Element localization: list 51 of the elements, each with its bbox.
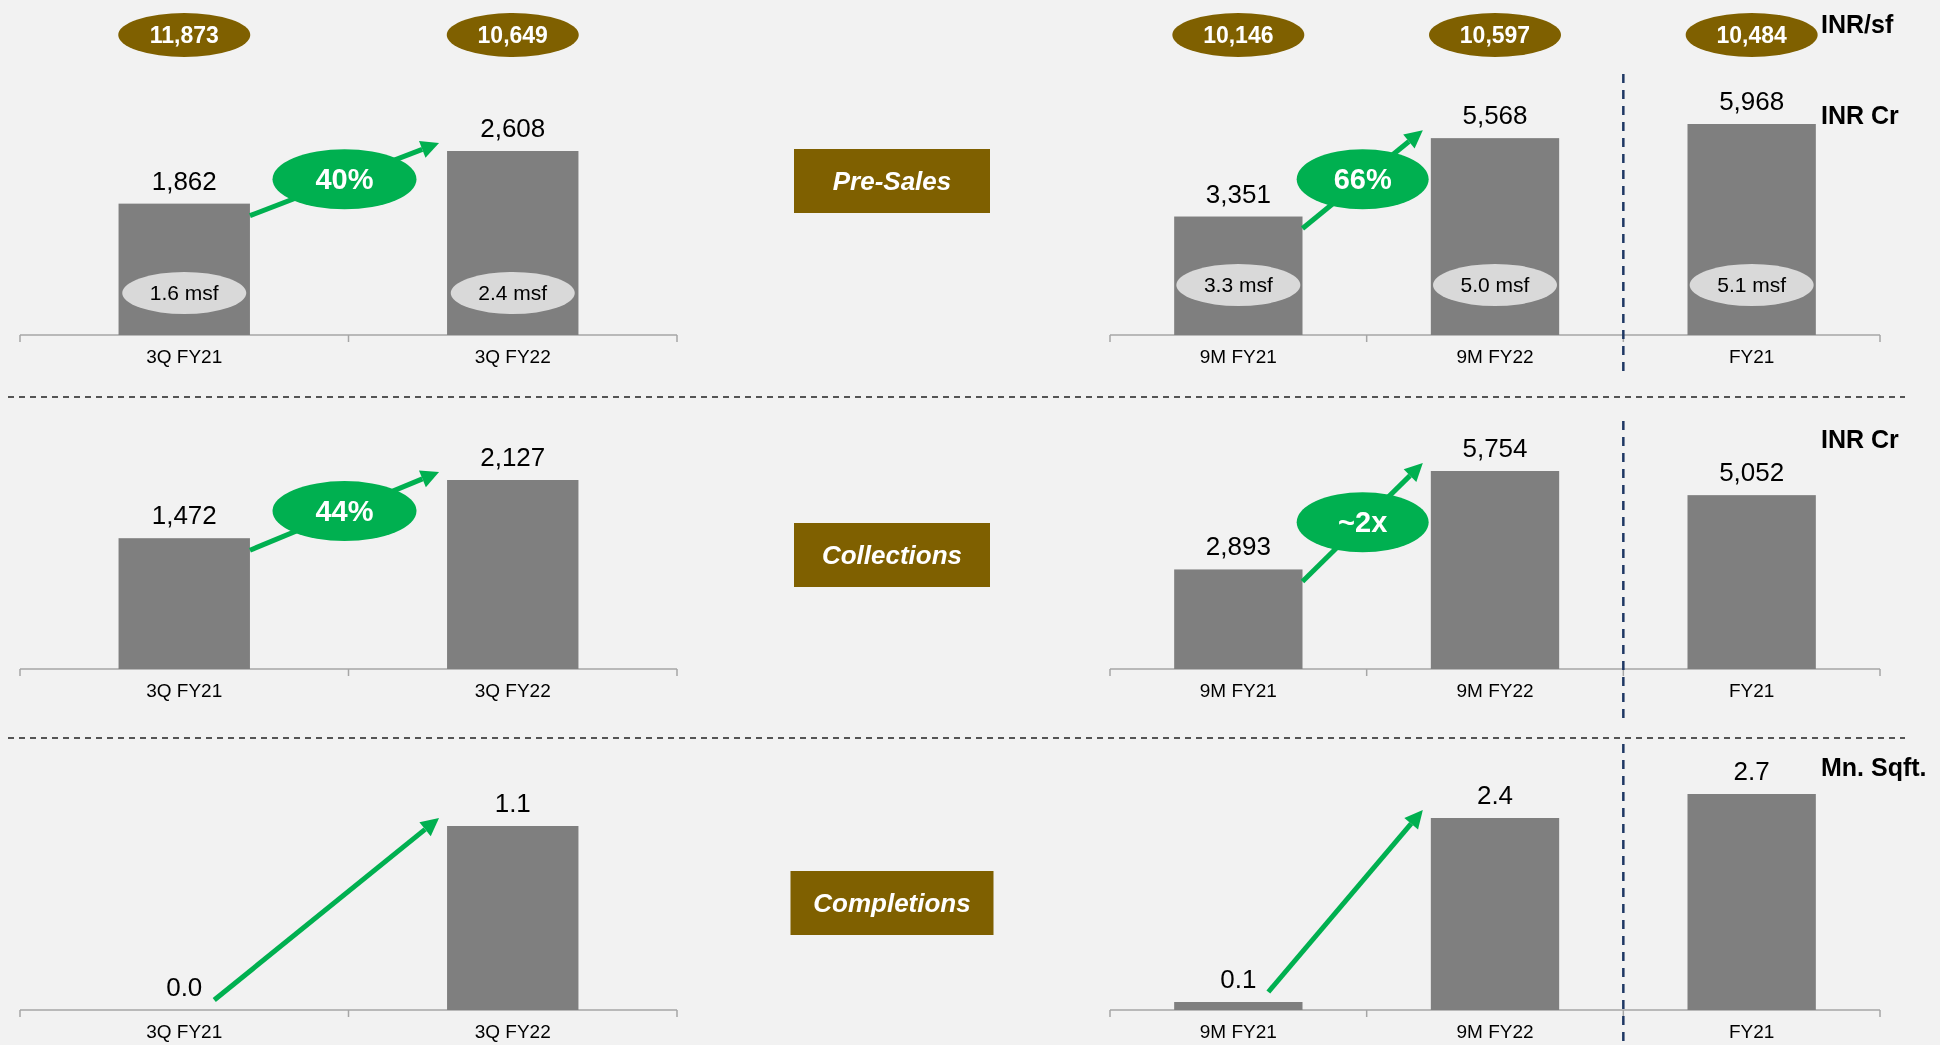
x-tick-label: 9M FY21 <box>1199 346 1277 367</box>
data-label: 5,968 <box>1719 86 1785 116</box>
text: Collections <box>821 540 963 570</box>
x-tick-label: 3Q FY22 <box>474 346 551 367</box>
annotation: ~2x <box>1338 506 1388 539</box>
x-tick-label: FY21 <box>1728 1021 1775 1042</box>
x-tick-label: 9M FY21 <box>1199 1021 1277 1042</box>
annotation: 5.0 msf <box>1460 273 1530 296</box>
annotation: 3.3 msf <box>1203 273 1273 296</box>
data-label: 0.1 <box>1220 964 1257 994</box>
text: 10,597 <box>1459 22 1531 48</box>
annotation: 40% <box>315 163 374 196</box>
y-axis-title: INR Cr <box>1821 425 1900 453</box>
data-label: 0.0 <box>166 972 203 1002</box>
data-label: 2,893 <box>1205 531 1271 562</box>
x-tick-label: FY21 <box>1728 346 1775 367</box>
text: 10,146 <box>1203 22 1274 48</box>
y2-axis-title: INR/sf <box>1821 10 1894 38</box>
x-tick-label: 9M FY21 <box>1199 680 1277 701</box>
data-label: 3,351 <box>1205 178 1271 209</box>
data-label: 2.4 <box>1476 780 1514 810</box>
annotation: 1.6 msf <box>149 281 219 304</box>
data-label: 5,568 <box>1462 100 1528 131</box>
x-tick-label: 9M FY22 <box>1456 346 1534 367</box>
annotation: 44% <box>315 495 374 528</box>
data-label: 2,608 <box>480 113 546 143</box>
x-tick-label: 3Q FY21 <box>146 1021 223 1042</box>
text: Completions <box>813 888 971 918</box>
x-tick-label: 3Q FY21 <box>146 680 223 701</box>
annotation: 5.1 msf <box>1717 273 1787 296</box>
data-label: 1,862 <box>151 165 217 196</box>
y-axis-title: INR Cr <box>1821 101 1900 129</box>
x-tick-label: 3Q FY21 <box>146 346 223 367</box>
text: 10,484 <box>1716 22 1788 48</box>
text: 11,873 <box>149 22 219 48</box>
data-label: 2.7 <box>1733 756 1770 786</box>
data-label: 2,127 <box>480 442 546 472</box>
text: 10,649 <box>477 22 548 48</box>
data-label: 5,754 <box>1462 433 1528 463</box>
data-label: 1,472 <box>151 500 217 531</box>
x-tick-label: 3Q FY22 <box>474 680 551 701</box>
annotation: 66% <box>1333 163 1392 196</box>
x-tick-label: 9M FY22 <box>1456 680 1534 701</box>
data-label: 1.1 <box>494 788 531 818</box>
x-tick-label: 9M FY22 <box>1456 1021 1534 1042</box>
text: Pre-Sales <box>832 166 952 196</box>
x-tick-label: 3Q FY22 <box>474 1021 551 1042</box>
annotation: 2.4 msf <box>478 281 548 304</box>
x-tick-label: FY21 <box>1728 680 1775 701</box>
y-axis-title: Mn. Sqft. <box>1821 753 1927 781</box>
data-label: 5,052 <box>1719 457 1785 488</box>
